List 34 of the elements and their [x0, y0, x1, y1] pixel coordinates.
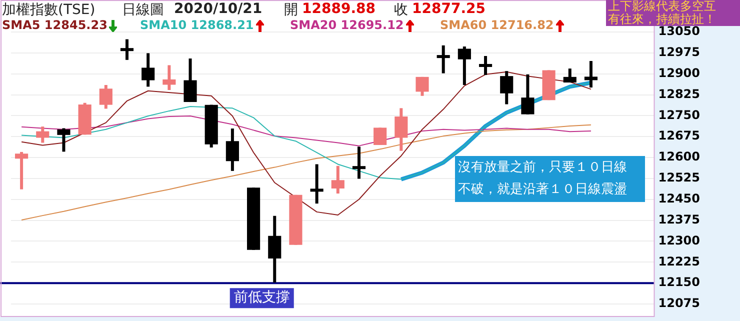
y-tick-label: 12900	[658, 66, 700, 80]
text: 12695.12	[340, 18, 404, 32]
y-tick-label: 12525	[658, 170, 700, 185]
text: 收	[394, 1, 408, 19]
annotation: 沒有放量之前，只要１０日線	[458, 159, 628, 177]
text: 開	[284, 1, 298, 19]
text: SMA20	[290, 18, 337, 32]
text: 12889.88	[302, 1, 376, 17]
annotation: 不破，就是沿著１０日線震盪	[458, 181, 628, 199]
text: 12868.21	[190, 18, 254, 32]
text: 12877.25	[412, 1, 486, 17]
y-tick-label: 12750	[658, 108, 700, 122]
y-tick-label: 12150	[658, 275, 700, 290]
y-tick-label: 12450	[658, 192, 700, 206]
y-tick-label: 12225	[658, 254, 700, 268]
y-tick-label: 12675	[658, 128, 700, 143]
y-tick-label: 13050	[658, 24, 700, 38]
text: SMA10	[140, 18, 187, 32]
y-tick-label: 12300	[658, 233, 700, 248]
text: SMA60	[440, 18, 487, 32]
y-tick-label: 12375	[658, 212, 700, 226]
y-tick-label: 12600	[658, 150, 700, 164]
text: 加權指數(TSE)	[2, 1, 96, 19]
text: 有往來，持續拉扯！	[608, 12, 717, 26]
text: 12716.82	[490, 18, 554, 32]
text: 上下影線代表多空互	[608, 0, 717, 13]
y-tick-label: 12975	[658, 45, 700, 60]
y-tick-label: 12075	[658, 296, 700, 310]
text: 12845.23	[44, 18, 108, 32]
y-tick-label: 12825	[658, 86, 700, 101]
text: 2020/10/21	[174, 1, 262, 17]
ref-line-label: 前低支撐	[234, 290, 290, 306]
text: 日線圖	[122, 1, 164, 19]
text: SMA5	[2, 18, 40, 32]
